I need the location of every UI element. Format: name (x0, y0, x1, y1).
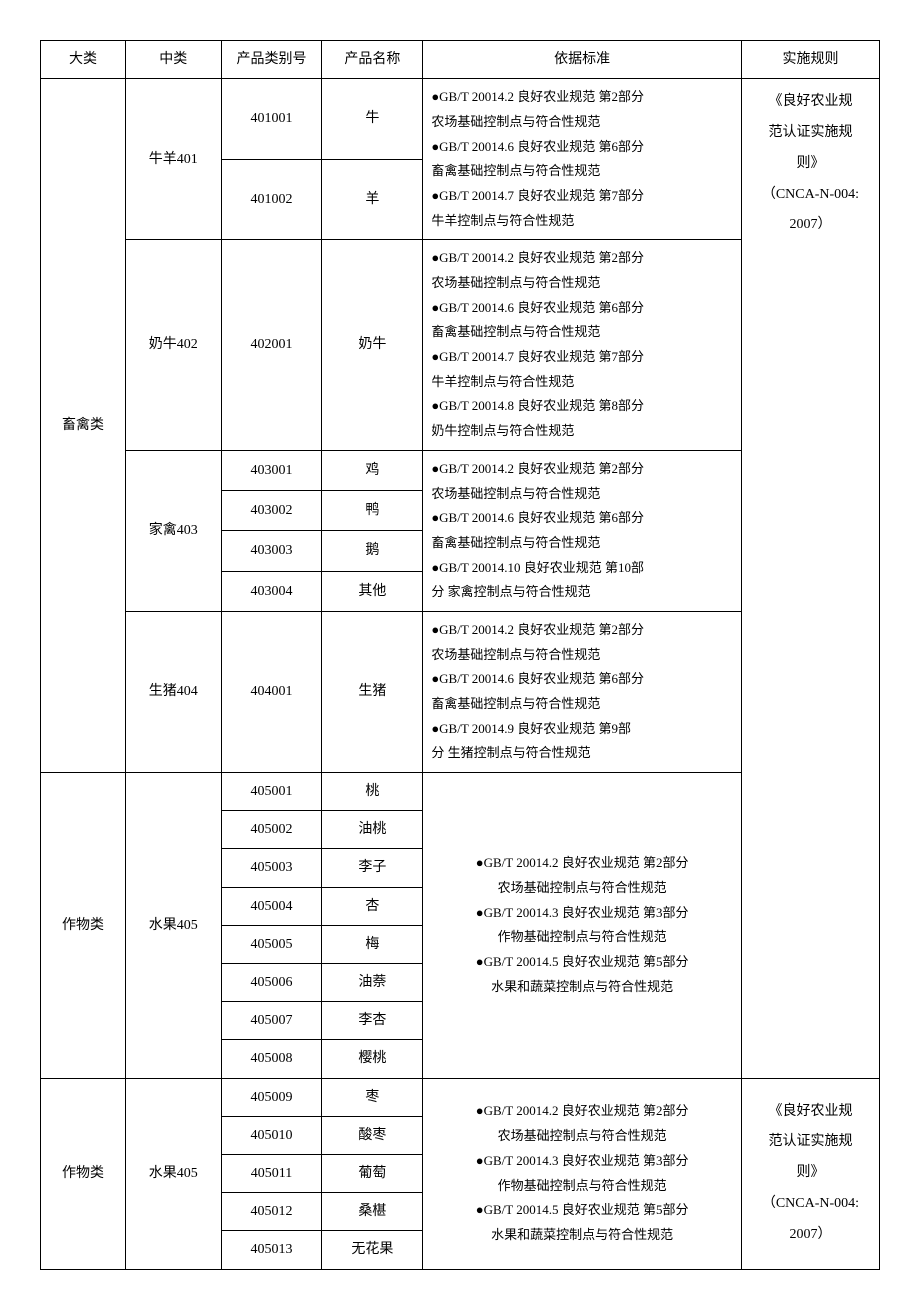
cell-large-crop-2: 作物类 (41, 1078, 126, 1269)
cell-name: 鸡 (322, 450, 423, 490)
cell-standard-404: ●GB/T 20014.2 良好农业规范 第2部分 农场基础控制点与符合性规范 … (423, 611, 742, 772)
cell-name: 鹅 (322, 531, 423, 571)
cell-name: 桑椹 (322, 1193, 423, 1231)
cell-name: 牛 (322, 79, 423, 160)
cell-code: 405002 (221, 811, 322, 849)
cell-name: 油桃 (322, 811, 423, 849)
cell-rule-1: 《良好农业规 范认证实施规 则》 （CNCA-N-004: 2007） (741, 79, 879, 1078)
cell-code: 405006 (221, 964, 322, 1002)
cell-medium-405-1: 水果405 (125, 773, 221, 1079)
cell-name: 油萘 (322, 964, 423, 1002)
cell-code: 401001 (221, 79, 322, 160)
cell-medium-403: 家禽403 (125, 450, 221, 611)
cell-code: 402001 (221, 240, 322, 451)
header-standard: 依据标准 (423, 41, 742, 79)
cell-rule-2: 《良好农业规 范认证实施规 则》 （CNCA-N-004: 2007） (741, 1078, 879, 1269)
cell-code: 405007 (221, 1002, 322, 1040)
header-medium: 中类 (125, 41, 221, 79)
cell-name: 无花果 (322, 1231, 423, 1269)
header-large: 大类 (41, 41, 126, 79)
cell-name: 其他 (322, 571, 423, 611)
cell-name: 李子 (322, 849, 423, 887)
cell-code: 405012 (221, 1193, 322, 1231)
cell-code: 403003 (221, 531, 322, 571)
header-rule: 实施规则 (741, 41, 879, 79)
standards-table: 大类 中类 产品类别号 产品名称 依据标准 实施规则 畜禽类 牛羊401 401… (40, 40, 880, 1270)
cell-large-crop-1: 作物类 (41, 773, 126, 1079)
cell-code: 404001 (221, 611, 322, 772)
cell-medium-404: 生猪404 (125, 611, 221, 772)
cell-medium-401: 牛羊401 (125, 79, 221, 240)
cell-name: 葡萄 (322, 1154, 423, 1192)
table-row: 畜禽类 牛羊401 401001 牛 ●GB/T 20014.2 良好农业规范 … (41, 79, 880, 160)
cell-name: 鸭 (322, 491, 423, 531)
cell-standard-405-2: ●GB/T 20014.2 良好农业规范 第2部分 农场基础控制点与符合性规范 … (423, 1078, 742, 1269)
cell-code: 405009 (221, 1078, 322, 1116)
cell-name: 桃 (322, 773, 423, 811)
cell-name: 酸枣 (322, 1116, 423, 1154)
cell-name: 羊 (322, 159, 423, 240)
cell-code: 405005 (221, 925, 322, 963)
cell-standard-405-1: ●GB/T 20014.2 良好农业规范 第2部分 农场基础控制点与符合性规范 … (423, 773, 742, 1079)
cell-name: 生猪 (322, 611, 423, 772)
cell-code: 401002 (221, 159, 322, 240)
cell-code: 405001 (221, 773, 322, 811)
cell-name: 樱桃 (322, 1040, 423, 1078)
cell-code: 405013 (221, 1231, 322, 1269)
cell-name: 梅 (322, 925, 423, 963)
cell-name: 杏 (322, 887, 423, 925)
cell-code: 405004 (221, 887, 322, 925)
cell-large-livestock: 畜禽类 (41, 79, 126, 773)
cell-standard-403: ●GB/T 20014.2 良好农业规范 第2部分 农场基础控制点与符合性规范 … (423, 450, 742, 611)
cell-code: 405011 (221, 1154, 322, 1192)
header-code: 产品类别号 (221, 41, 322, 79)
table-row: 作物类 水果405 405009 枣 ●GB/T 20014.2 良好农业规范 … (41, 1078, 880, 1116)
cell-code: 405010 (221, 1116, 322, 1154)
cell-code: 405008 (221, 1040, 322, 1078)
cell-standard-401: ●GB/T 20014.2 良好农业规范 第2部分 农场基础控制点与符合性规范 … (423, 79, 742, 240)
header-name: 产品名称 (322, 41, 423, 79)
cell-name: 李杏 (322, 1002, 423, 1040)
cell-medium-402: 奶牛402 (125, 240, 221, 451)
cell-medium-405-2: 水果405 (125, 1078, 221, 1269)
cell-code: 403004 (221, 571, 322, 611)
cell-standard-402: ●GB/T 20014.2 良好农业规范 第2部分 农场基础控制点与符合性规范 … (423, 240, 742, 451)
cell-code: 405003 (221, 849, 322, 887)
header-row: 大类 中类 产品类别号 产品名称 依据标准 实施规则 (41, 41, 880, 79)
cell-code: 403001 (221, 450, 322, 490)
cell-code: 403002 (221, 491, 322, 531)
cell-name: 枣 (322, 1078, 423, 1116)
cell-name: 奶牛 (322, 240, 423, 451)
